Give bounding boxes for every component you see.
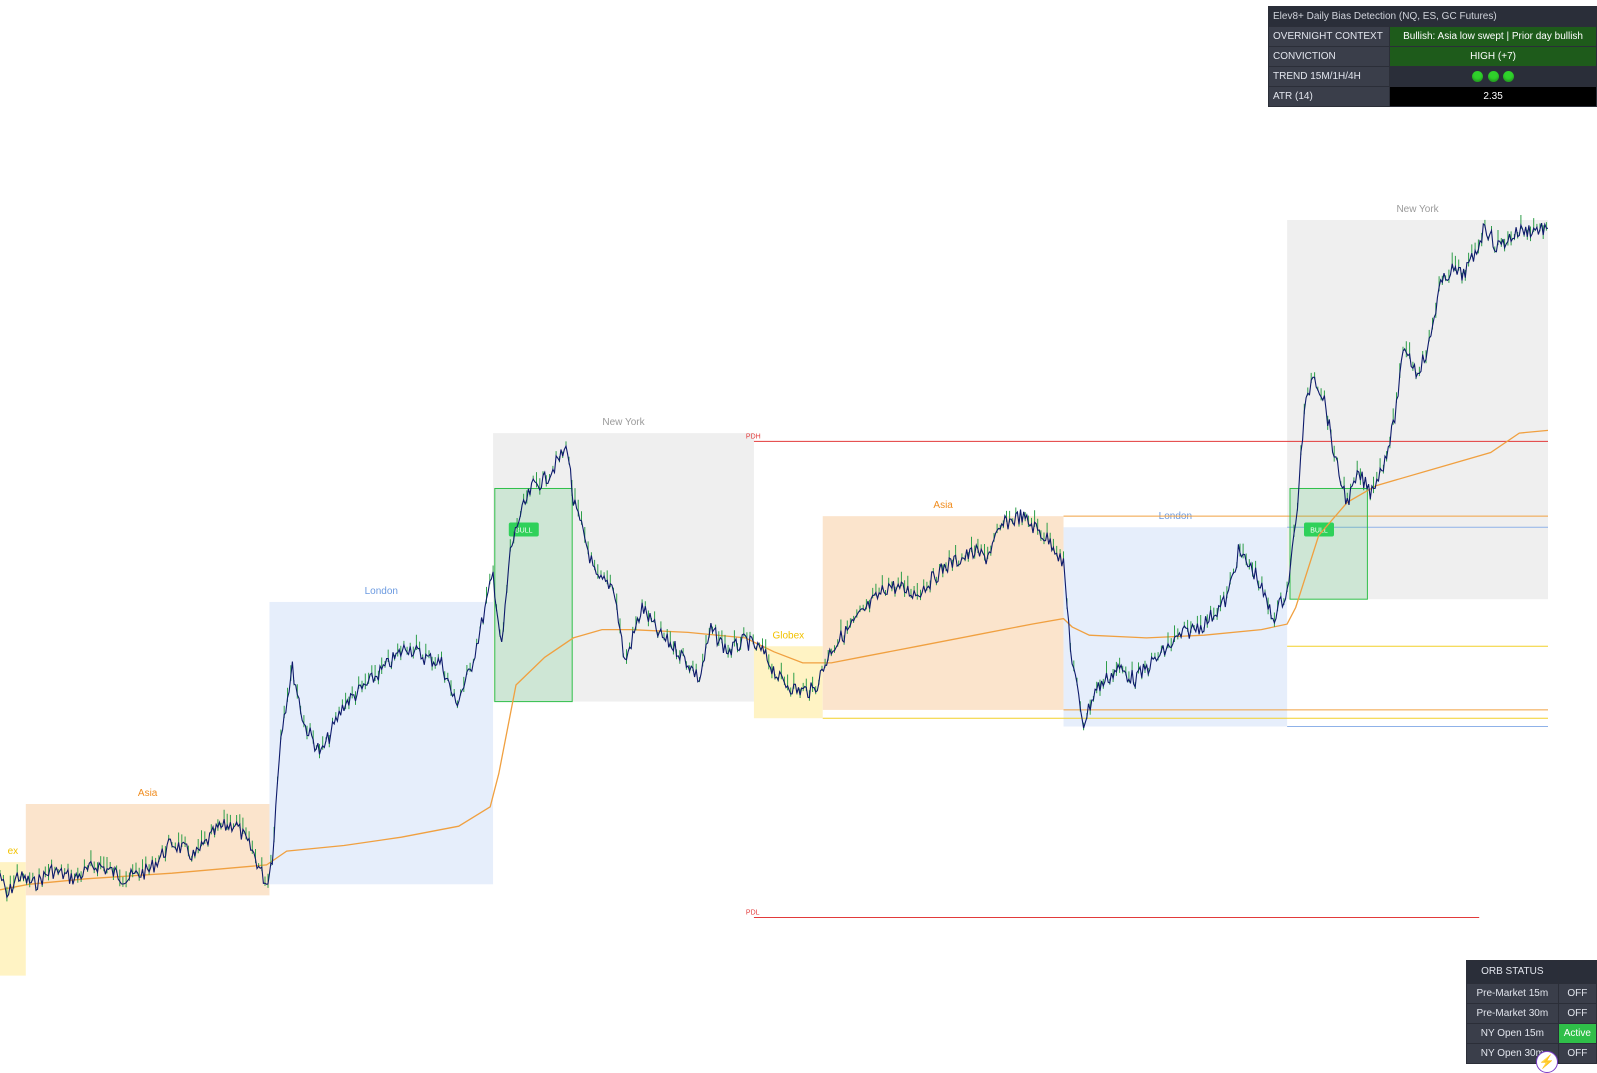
session-label: London bbox=[1159, 511, 1192, 522]
level-label: PDL bbox=[746, 910, 760, 917]
atr-label: ATR (14) bbox=[1267, 86, 1391, 107]
orb-bull-label: BULL bbox=[515, 527, 533, 534]
orb-bull-badge bbox=[508, 522, 539, 537]
trend-value bbox=[1389, 66, 1597, 87]
session-box bbox=[822, 516, 1064, 710]
trend-label: TREND 15M/1H/4H bbox=[1267, 66, 1391, 87]
orb-row-status: OFF bbox=[1557, 1043, 1597, 1064]
orb-status-header-blank bbox=[1557, 960, 1597, 984]
bias-detection-panel: Elev8+ Daily Bias Detection (NQ, ES, GC … bbox=[1267, 6, 1597, 107]
session-label: Asia bbox=[933, 500, 953, 511]
orb-status-title: ORB STATUS bbox=[1466, 960, 1559, 984]
session-label: New York bbox=[1396, 204, 1439, 215]
orb-row-label: NY Open 15m bbox=[1466, 1023, 1559, 1044]
orb-status-panel: ORB STATUS Pre-Market 15m OFF Pre-Market… bbox=[1466, 960, 1597, 1064]
orb-row-label: Pre-Market 30m bbox=[1466, 1003, 1559, 1024]
orb-bull-label: BULL bbox=[1310, 527, 1328, 534]
orb-row-status: Active bbox=[1557, 1023, 1597, 1044]
price-line bbox=[0, 222, 1549, 899]
trend-1h-dot-icon bbox=[1487, 70, 1499, 82]
trend-15m-dot-icon bbox=[1471, 70, 1483, 82]
session-label: Asia bbox=[138, 788, 158, 799]
orb-box bbox=[1289, 487, 1368, 600]
atr-value: 2.35 bbox=[1389, 86, 1597, 107]
bias-panel-title: Elev8+ Daily Bias Detection (NQ, ES, GC … bbox=[1268, 6, 1597, 27]
session-label: Globex bbox=[772, 630, 804, 641]
orb-row-label: NY Open 30m bbox=[1466, 1043, 1559, 1064]
trend-4h-dot-icon bbox=[1503, 70, 1515, 82]
session-box bbox=[753, 646, 823, 719]
conviction-value: HIGH (+7) bbox=[1389, 46, 1597, 67]
overnight-context-value: Bullish: Asia low swept | Prior day bull… bbox=[1389, 26, 1597, 47]
overnight-context-label: OVERNIGHT CONTEXT bbox=[1267, 26, 1391, 47]
orb-row-status: OFF bbox=[1557, 1003, 1597, 1024]
session-label: ex bbox=[8, 846, 19, 857]
vwap-line bbox=[0, 429, 1549, 891]
level-label: PDH bbox=[746, 433, 761, 440]
session-label: New York bbox=[602, 417, 645, 428]
session-box bbox=[1063, 527, 1288, 727]
orb-row-label: Pre-Market 15m bbox=[1466, 983, 1559, 1004]
conviction-label: CONVICTION bbox=[1267, 46, 1391, 67]
session-label: London bbox=[365, 586, 398, 597]
session-box bbox=[269, 601, 494, 885]
lightning-icon[interactable]: ⚡ bbox=[1536, 1051, 1558, 1073]
orb-row-status: OFF bbox=[1557, 983, 1597, 1004]
